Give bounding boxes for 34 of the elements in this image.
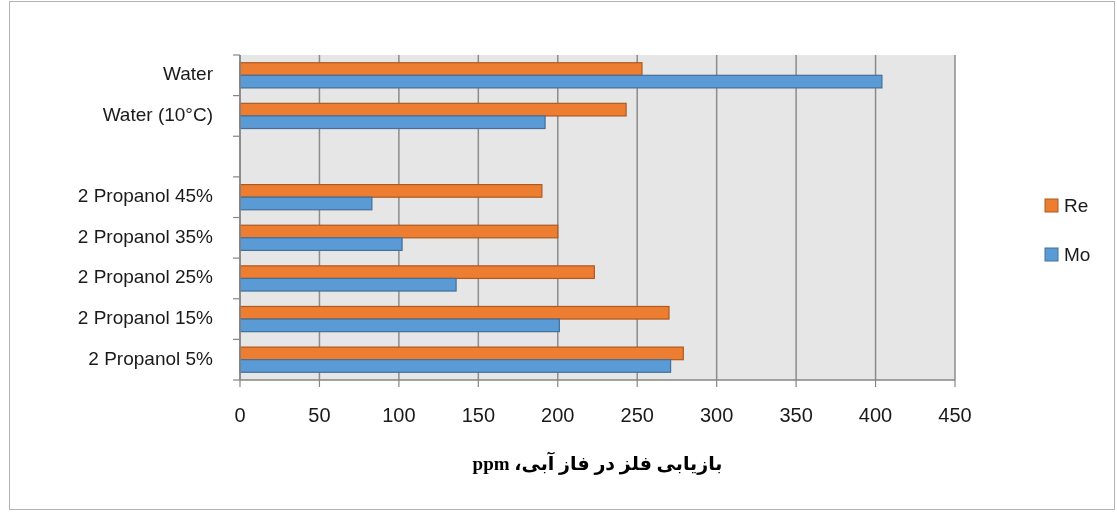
legend-label: Re: [1064, 195, 1089, 216]
x-tick-label: 350: [779, 404, 813, 426]
bar: [239, 196, 373, 211]
x-tick-label: 400: [858, 404, 893, 426]
y-tick-label: 2 Propanol 15%: [77, 307, 214, 329]
y-tick-label: 2 Propanol 5%: [88, 347, 214, 369]
bar: [239, 102, 627, 117]
bar: [239, 359, 672, 373]
x-tick-label: 50: [308, 404, 331, 426]
x-tick-label: 450: [938, 404, 972, 426]
bar: [239, 237, 403, 252]
bar: [239, 62, 643, 76]
x-axis-title: بازیابی فلز در فاز آبی، ppm: [472, 451, 723, 475]
bar: [239, 224, 559, 239]
bar: [239, 305, 670, 320]
x-tick-label: 200: [541, 404, 575, 426]
bar: [239, 346, 684, 361]
bar: [239, 265, 595, 280]
x-tick-label: 250: [620, 404, 654, 426]
x-tick-label: 150: [461, 404, 496, 426]
x-tick-label: 0: [234, 404, 246, 426]
y-tick-label: 2 Propanol 45%: [77, 185, 214, 207]
legend-label: Mo: [1064, 244, 1091, 265]
bar: [239, 183, 543, 198]
bar: [239, 318, 560, 333]
y-tick-label: 2 Propanol 35%: [77, 225, 214, 247]
y-tick-label: Water (10°C): [102, 103, 213, 125]
y-tick-label: 2 Propanol 25%: [77, 266, 214, 288]
y-tick-label: Water: [163, 63, 214, 85]
x-tick-label: 300: [699, 404, 734, 426]
bar: [239, 74, 883, 89]
x-tick-label: 100: [382, 404, 416, 426]
bar: [239, 115, 546, 130]
bar: [239, 277, 457, 292]
